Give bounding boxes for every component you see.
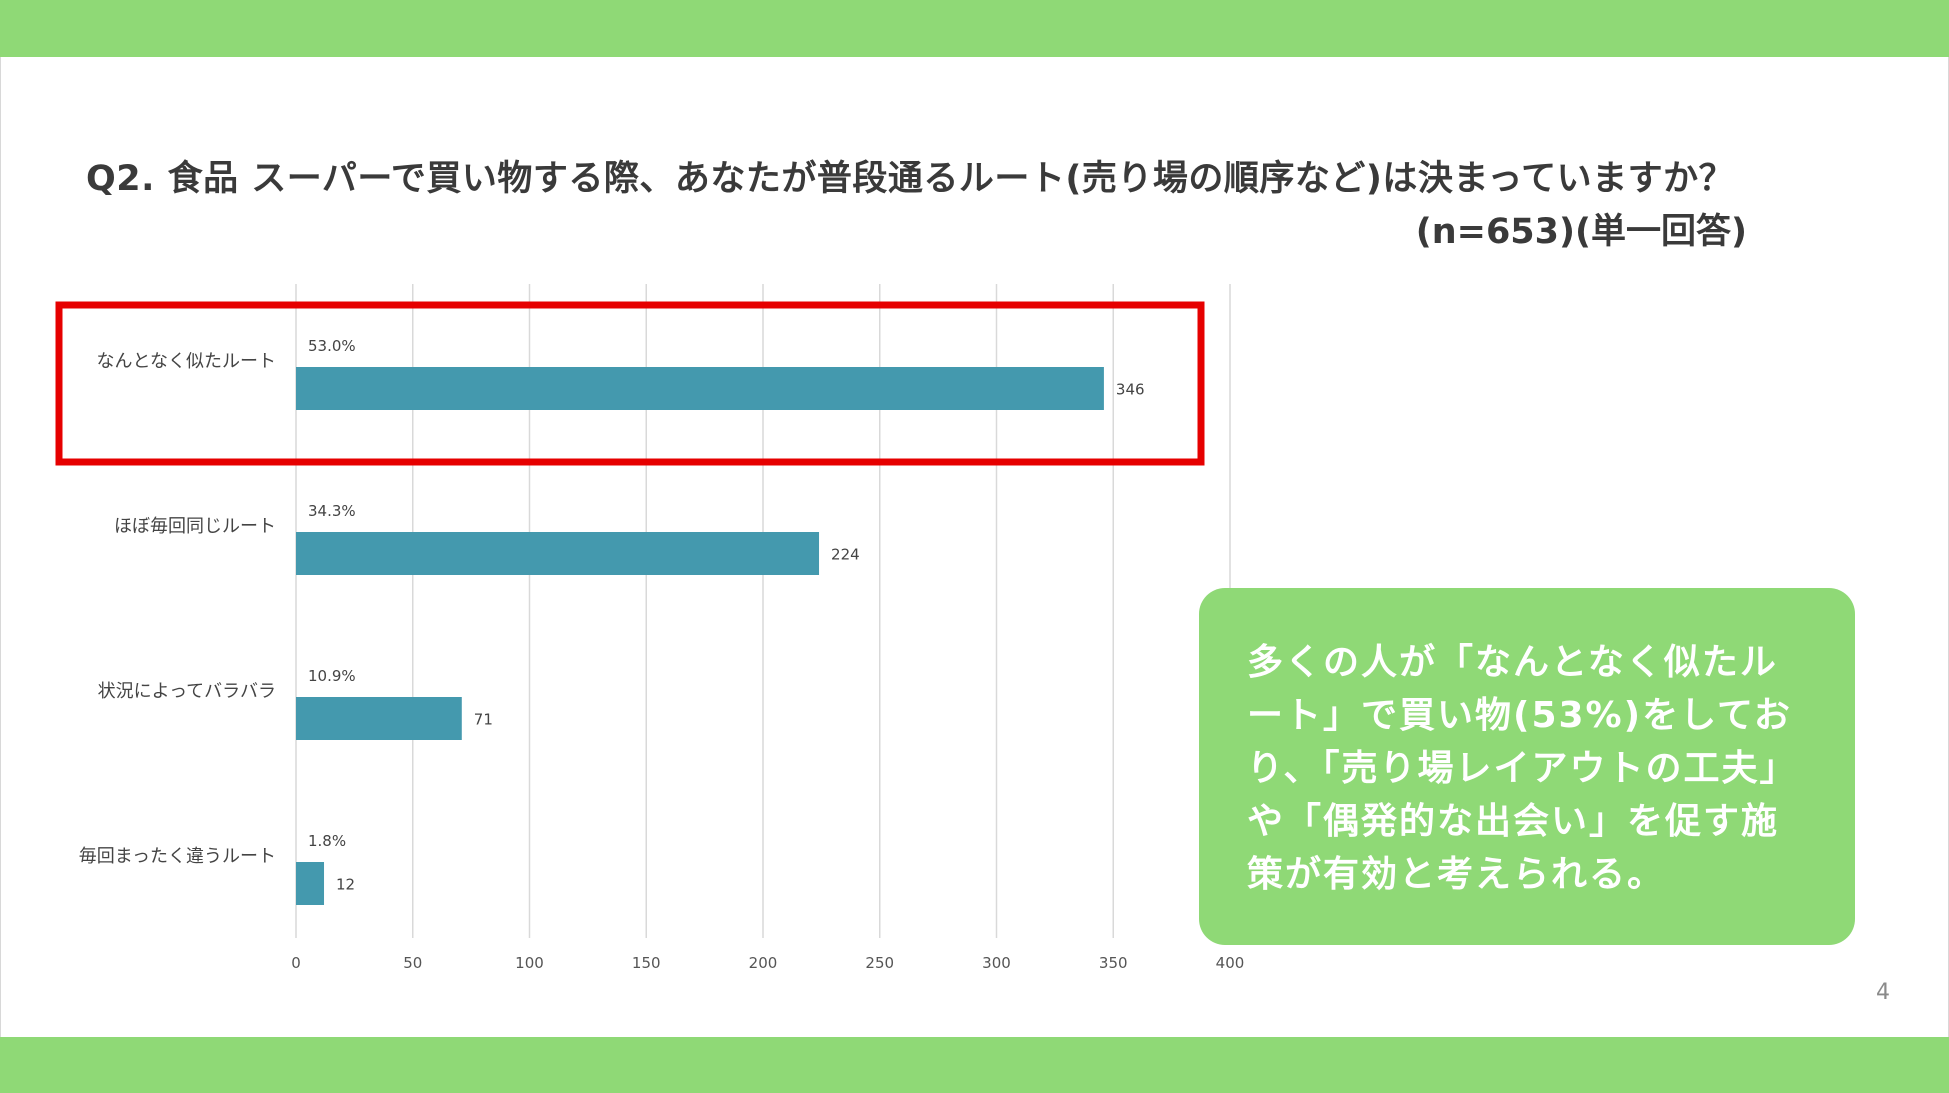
bar-layer bbox=[296, 367, 1104, 905]
value-label: 71 bbox=[474, 711, 493, 729]
slide-subtitle: (n=653)(単一回答) bbox=[1415, 212, 1747, 252]
label-layer: 0 50 100 150 200 250 300 350 400 なんとなく似たルート 53.0% 3… bbox=[55, 301, 1245, 972]
summary-callout: 多くの人が「なんとなく似たルート」で買い物(53%)をしており、「売り場レイアウ… bbox=[1199, 588, 1855, 945]
slide-left-edge bbox=[0, 57, 1, 1037]
bar bbox=[296, 697, 462, 740]
percent-label: 53.0% bbox=[308, 337, 356, 355]
slide-title: Q2. 食品 スーパーで買い物する際、あなたが普段通るルート(売り場の順序など)… bbox=[86, 159, 1735, 199]
bar bbox=[296, 532, 820, 575]
x-tick-label: 0 bbox=[291, 954, 301, 972]
category-label: ほぼ毎回同じルート bbox=[114, 516, 276, 537]
highlight-box bbox=[55, 301, 1205, 466]
x-tick-label: 200 bbox=[749, 954, 778, 972]
percent-label: 34.3% bbox=[308, 502, 356, 520]
x-tick-label: 100 bbox=[515, 954, 544, 972]
x-tick-label: 150 bbox=[632, 954, 661, 972]
x-tick-label: 250 bbox=[865, 954, 894, 972]
grid-layer bbox=[295, 284, 1231, 938]
percent-label: 1.8% bbox=[308, 832, 346, 850]
value-label: 346 bbox=[1116, 381, 1145, 399]
category-label: 状況によってバラバラ bbox=[98, 681, 276, 702]
bar bbox=[296, 862, 325, 905]
category-label: 毎回まったく違うルート bbox=[79, 846, 276, 867]
x-tick-label: 350 bbox=[1099, 954, 1128, 972]
percent-label: 10.9% bbox=[308, 667, 356, 685]
value-label: 12 bbox=[336, 876, 355, 894]
summary-callout-text: 多くの人が「なんとなく似たルート」で買い物(53%)をしており、「売り場レイアウ… bbox=[1247, 642, 1798, 895]
x-tick-label: 400 bbox=[1216, 954, 1245, 972]
bar bbox=[296, 367, 1104, 410]
page-number: 4 bbox=[1876, 980, 1890, 1005]
value-label: 224 bbox=[831, 546, 860, 564]
x-tick-label: 300 bbox=[982, 954, 1011, 972]
x-tick-label: 50 bbox=[403, 954, 422, 972]
bottom-band bbox=[0, 1037, 1949, 1093]
top-band bbox=[0, 0, 1949, 57]
category-label: なんとなく似たルート bbox=[97, 351, 276, 372]
bar-chart: 0 50 100 150 200 250 300 350 400 なんとなく似たルート 53.0% 3… bbox=[55, 284, 1245, 972]
